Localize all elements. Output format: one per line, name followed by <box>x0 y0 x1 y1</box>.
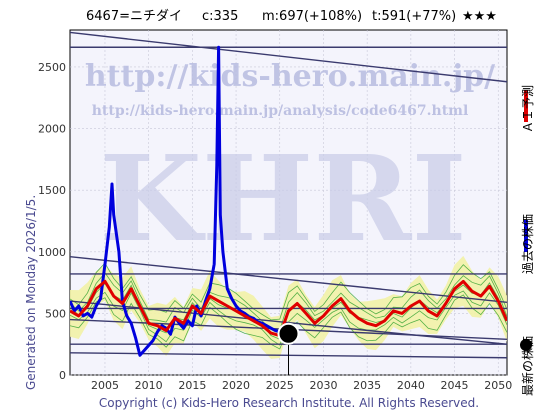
watermark-url-large: http://kids-hero.main.jp/ <box>85 59 495 94</box>
y-tick-label: 1500 <box>38 184 66 197</box>
y-tick-label: 2500 <box>38 61 66 74</box>
target-price: t:591(+77%) <box>372 9 456 24</box>
series-layer <box>70 45 507 357</box>
y-tick-label: 1000 <box>38 246 66 259</box>
x-tick-label: 2030 <box>309 379 337 392</box>
x-tick-label: 2020 <box>222 379 250 392</box>
watermark-logo: KHRI <box>99 129 466 268</box>
current-price: c:335 <box>202 9 238 24</box>
legend: ＡＩ予測 過去の株価 最新の株価 <box>520 85 535 396</box>
trend-line <box>70 256 507 303</box>
x-tick-label: 2010 <box>135 379 163 392</box>
band-line <box>70 262 507 321</box>
legend-label-ai: ＡＩ予測 <box>521 85 535 133</box>
x-tick-label: 2015 <box>178 379 206 392</box>
y-tick-labels: 0 500 1000 1500 2000 2500 <box>38 61 66 382</box>
band-fill <box>70 255 507 359</box>
latest-price-marker <box>277 322 300 345</box>
stock-code-name: 6467=ニチダイ <box>86 9 182 24</box>
watermark-url-small: http://kids-hero.main.jp/analysis/code64… <box>92 103 469 119</box>
legend-label-latest: 最新の株価 <box>520 336 535 396</box>
generated-date: Generated on Monday 2026/1/5. <box>24 195 38 390</box>
x-tick-label: 2040 <box>397 379 425 392</box>
series-line-ai-forecast <box>70 279 507 338</box>
grid <box>70 30 507 376</box>
x-tick-label: 2005 <box>91 379 119 392</box>
copyright: Copyright (c) Kids-Hero Research Institu… <box>99 396 479 410</box>
x-tick-label: 2035 <box>353 379 381 392</box>
trend-line <box>70 31 507 83</box>
y-tick-label: 2000 <box>38 123 66 136</box>
rating-stars: ★★★ <box>462 9 497 24</box>
y-tick-label: 500 <box>45 307 66 320</box>
latest-marker-layer <box>277 322 300 375</box>
x-tick-label: 2025 <box>266 379 294 392</box>
legend-swatch-latest <box>520 339 532 351</box>
x-tick-label: 2045 <box>441 379 469 392</box>
x-tick-label: 2050 <box>484 379 512 392</box>
legend-label-past: 過去の株価 <box>520 214 535 274</box>
median-target: m:697(+108%) <box>262 9 362 24</box>
x-tick-labels: 2005 2010 2015 2020 2025 2030 2035 2040 2045 2050 <box>91 379 512 392</box>
band-line <box>70 272 507 331</box>
y-tick-label: 0 <box>59 369 66 382</box>
